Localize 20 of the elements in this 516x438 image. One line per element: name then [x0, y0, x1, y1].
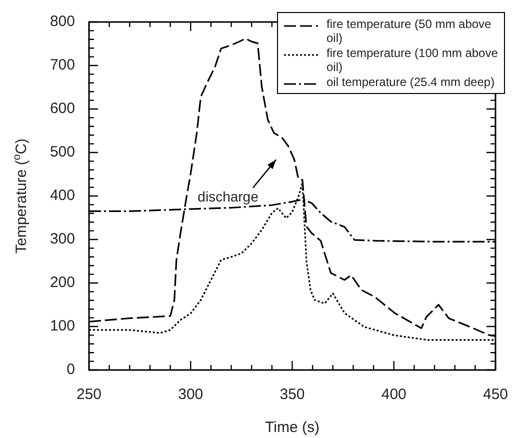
- y-tick-label: 100: [50, 318, 75, 335]
- legend-label: fire temperature (50 mm above oil): [326, 17, 492, 45]
- y-tick-label: 200: [50, 274, 75, 292]
- legend-label: fire temperature (100 mm above oil): [326, 46, 498, 74]
- x-axis-title: Time (s): [265, 419, 320, 436]
- x-tick-label: 350: [280, 386, 305, 404]
- y-tick-label: 500: [50, 144, 75, 161]
- x-tick-label: 250: [76, 386, 102, 404]
- y-tick-label: 700: [50, 56, 75, 74]
- annotation: discharge: [198, 188, 259, 205]
- y-tick-label: 400: [50, 187, 75, 204]
- y-tick-label: 300: [50, 230, 75, 248]
- y-tick-label: 0: [66, 361, 75, 378]
- legend-label: oil temperature (25.4 mm deep): [326, 75, 495, 89]
- y-axis-title: Temperature (oC): [11, 138, 30, 254]
- x-tick-label: 450: [482, 386, 508, 404]
- x-tick-label: 400: [381, 386, 406, 404]
- x-tick-label: 300: [178, 386, 204, 404]
- y-tick-label: 600: [50, 100, 75, 118]
- y-tick-label: 800: [50, 13, 75, 30]
